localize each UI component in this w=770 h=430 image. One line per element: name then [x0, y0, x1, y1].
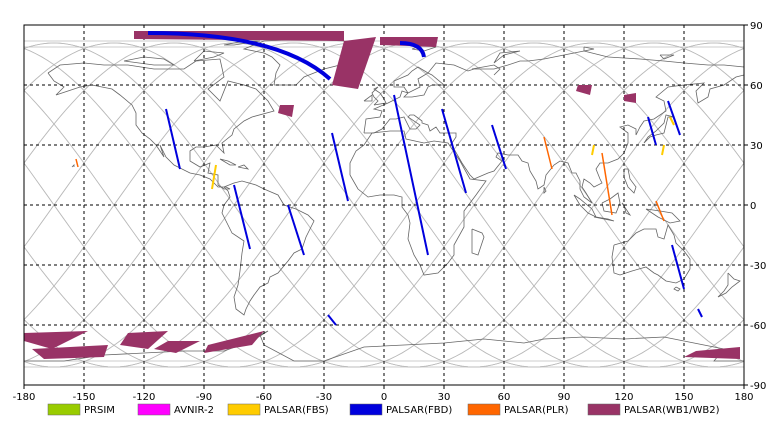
- swath-fbd: [165, 108, 181, 170]
- swath-plr: [601, 152, 613, 216]
- coastline: [621, 202, 632, 217]
- coastline: [223, 40, 261, 46]
- swath-fbd: [393, 94, 429, 256]
- swath-fbd: [287, 204, 305, 256]
- swath-wb: [278, 105, 294, 117]
- coastline: [71, 164, 75, 168]
- coastline: [543, 186, 547, 194]
- coastline: [593, 216, 615, 222]
- x-tick-label: -180: [13, 392, 36, 403]
- legend-label: PALSAR(PLR): [504, 405, 569, 416]
- swath-wb: [24, 331, 88, 349]
- swath-wb: [332, 37, 376, 89]
- y-tick-label: -90: [750, 381, 766, 392]
- swath-fbd: [399, 41, 426, 58]
- coastline: [493, 50, 521, 64]
- x-tick-label: -90: [196, 392, 212, 403]
- swath-wb: [204, 331, 264, 353]
- swath-wb: [120, 331, 168, 349]
- swath-fbs: [211, 164, 217, 190]
- y-tick-label: 0: [750, 201, 756, 212]
- legend-swatch: [587, 403, 621, 416]
- legend-label: PALSAR(WB1/WB2): [624, 405, 720, 416]
- x-tick-label: -30: [316, 392, 332, 403]
- coastline: [363, 94, 373, 102]
- coastline: [717, 272, 741, 298]
- coastline: [371, 86, 387, 106]
- y-tick-label: -60: [750, 321, 766, 332]
- swath-wb: [576, 85, 592, 95]
- swath-fbd: [667, 100, 681, 136]
- x-tick-label: 150: [674, 392, 693, 403]
- coastline: [219, 158, 237, 166]
- swath-fbd: [647, 116, 657, 146]
- x-tick-label: 0: [381, 392, 387, 403]
- coastline: [471, 228, 485, 256]
- y-tick-label: 60: [750, 81, 763, 92]
- x-tick-label: 120: [614, 392, 633, 403]
- coastline: [24, 330, 744, 362]
- x-tick-label: 60: [498, 392, 511, 403]
- swath-plr: [655, 200, 665, 222]
- coastline: [673, 286, 681, 292]
- swath-fbd: [327, 314, 337, 326]
- swath-fbs: [591, 144, 595, 156]
- x-tick-label: -150: [73, 392, 96, 403]
- swath-fbd: [147, 31, 332, 81]
- coastline: [349, 130, 487, 276]
- legend-label: AVNIR-2: [174, 405, 214, 416]
- coastline: [583, 46, 595, 52]
- swath-fbd: [671, 244, 685, 290]
- swath-plr: [543, 136, 553, 170]
- x-tick-label: 90: [558, 392, 571, 403]
- legend-swatch: [227, 403, 261, 416]
- swath-fbs: [661, 144, 665, 156]
- legend-label: PALSAR(FBD): [386, 405, 452, 416]
- coastline: [611, 224, 691, 284]
- swath-fbd: [331, 132, 349, 202]
- swath-wb: [624, 93, 636, 103]
- coastline: [364, 74, 745, 204]
- swath-wb: [684, 347, 740, 359]
- latitude-axis: 90 60 30 0 -30 -60 -90: [744, 21, 766, 392]
- y-tick-label: 90: [750, 21, 763, 32]
- swath-fbd: [697, 308, 703, 318]
- coastline: [363, 50, 745, 134]
- y-tick-label: 30: [750, 141, 763, 152]
- coastline: [193, 50, 225, 62]
- coastline: [47, 58, 275, 190]
- swath-fbd: [233, 184, 251, 250]
- legend-label: PRSIM: [84, 405, 115, 416]
- swath-fbs: [669, 116, 675, 126]
- legend: PRSIM AVNIR-2 PALSAR(FBS) PALSAR(FBD) PALSAR…: [47, 403, 720, 416]
- swath-wb: [154, 341, 200, 353]
- swath-plr: [75, 158, 79, 168]
- coastline: [471, 64, 501, 76]
- coastline: [659, 54, 675, 60]
- legend-swatch: [349, 403, 383, 416]
- legend-label: PALSAR(FBS): [264, 405, 329, 416]
- swath-wb: [32, 345, 108, 359]
- x-tick-label: -60: [256, 392, 272, 403]
- legend-swatch: [137, 403, 171, 416]
- observation-swaths: [24, 31, 740, 359]
- y-tick-label: -30: [750, 261, 766, 272]
- graticule: [24, 25, 744, 385]
- coastline: [123, 56, 176, 66]
- longitude-axis: -180 -150 -120 -90 -60 -30 0 30 60 90 120 150 180: [13, 385, 754, 403]
- swath-fbd: [441, 108, 467, 194]
- legend-swatch: [47, 403, 81, 416]
- coastline: [623, 168, 637, 194]
- x-tick-label: 180: [734, 392, 753, 403]
- x-tick-label: -120: [133, 392, 156, 403]
- swath-fbd: [491, 124, 507, 170]
- coastline: [237, 164, 250, 170]
- x-tick-label: 30: [438, 392, 451, 403]
- legend-swatch: [467, 403, 501, 416]
